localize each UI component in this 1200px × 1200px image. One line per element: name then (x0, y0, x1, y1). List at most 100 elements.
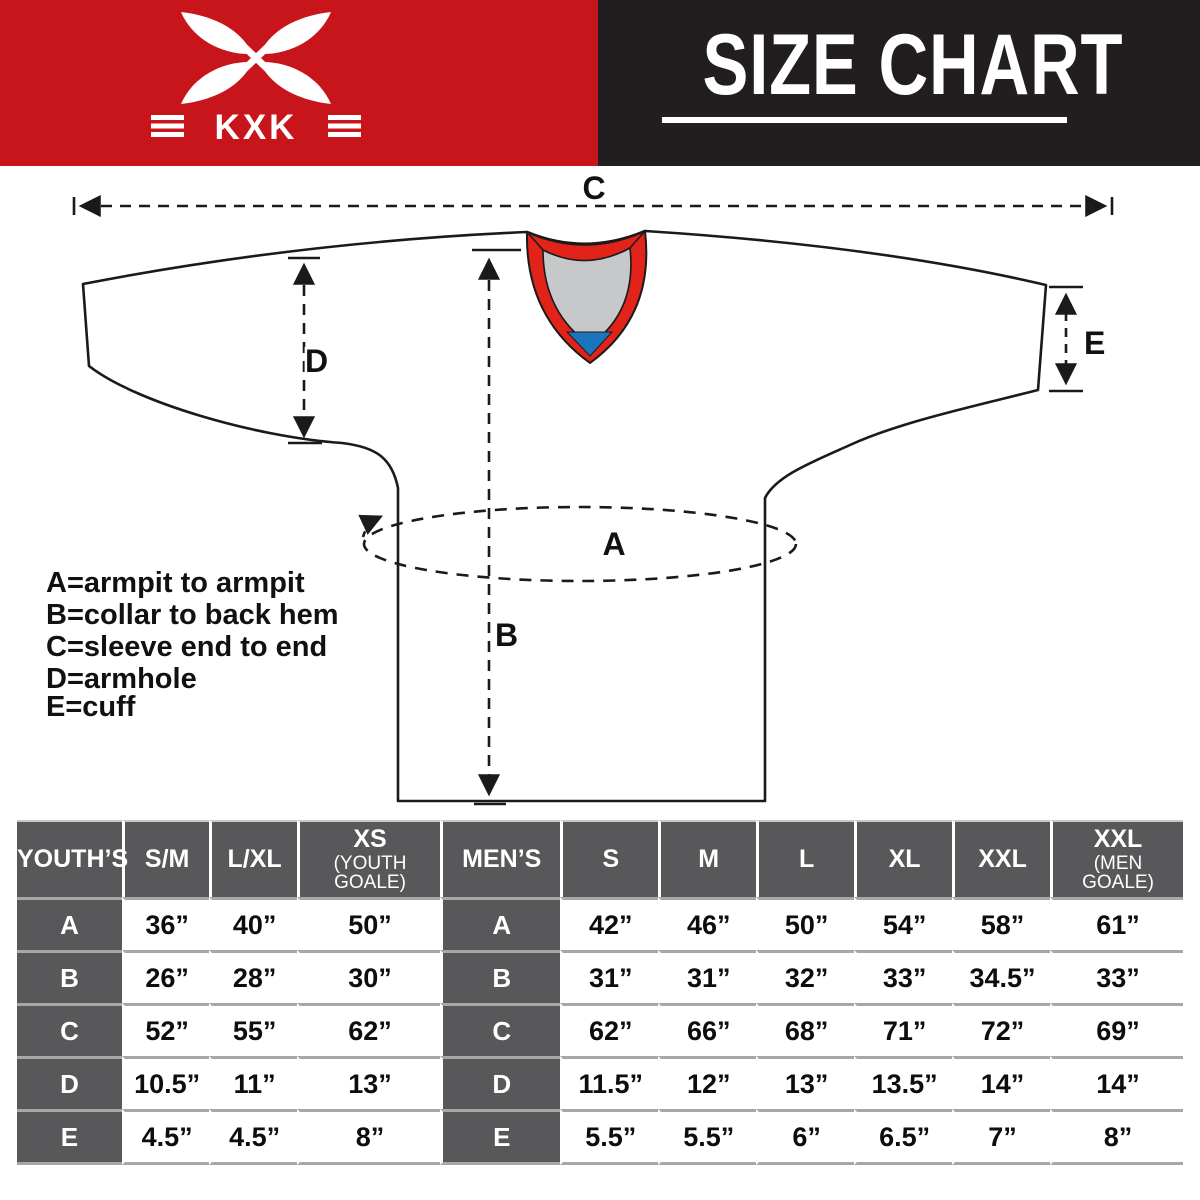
youth-row-label-E: E (17, 1109, 122, 1165)
men-row-label-D: D (440, 1056, 561, 1109)
men-value-A-1: 46” (658, 897, 757, 950)
men-value-D-5: 14” (1050, 1056, 1183, 1109)
men-value-E-5: 8” (1050, 1109, 1183, 1165)
col-header-youth-sm: S/M (121, 820, 210, 897)
size-table-container: YOUTH’S S/M L/XL XS (YOUTH GOALE) MEN’S S M L XL XX… (17, 820, 1183, 1165)
men-row-label-E: E (440, 1109, 561, 1165)
youth-row-label-B: B (17, 950, 122, 1003)
men-row-label-B: B (440, 950, 561, 1003)
dim-label-a: A (602, 526, 625, 562)
banner-brand-panel: KXK (0, 0, 598, 166)
kxk-logo-emblem (181, 12, 331, 104)
measurement-legend: A=armpit to armpit B=collar to back hem … (46, 567, 339, 723)
table-row-C: C 52” 55” 62” C 62” 66” 68” 71” 72” 69” (17, 1003, 1183, 1056)
men-value-D-4: 14” (952, 1056, 1050, 1109)
dim-label-c: C (582, 170, 605, 206)
dimension-d (288, 256, 322, 445)
men-value-D-1: 12” (658, 1056, 757, 1109)
col-header-youth-lxl: L/XL (209, 820, 297, 897)
youth-value-D-1: 11” (209, 1056, 297, 1109)
men-value-C-1: 66” (658, 1003, 757, 1056)
men-value-E-4: 7” (952, 1109, 1050, 1165)
collar-blue-insert (565, 331, 614, 357)
youth-value-B-0: 26” (121, 950, 210, 1003)
collar-seams (526, 230, 646, 251)
kxk-logo-equals-bars (151, 115, 361, 137)
col-header-men-xxl-goale: XXL (MEN GOALE) (1050, 820, 1183, 897)
col-header-men-s: S (560, 820, 659, 897)
men-row-label-C: C (440, 1003, 561, 1056)
dim-label-d: D (305, 343, 328, 379)
col-header-men-m: M (658, 820, 757, 897)
men-value-C-0: 62” (560, 1003, 659, 1056)
men-value-A-2: 50” (756, 897, 855, 950)
legend-line-b: B=collar to back hem (46, 599, 339, 631)
col-header-men-xl: XL (854, 820, 953, 897)
jersey-measurement-diagram: C D B E A A=armpit to armpit B=collar to… (46, 168, 1114, 806)
men-value-C-3: 71” (854, 1003, 953, 1056)
youth-row-label-C: C (17, 1003, 122, 1056)
youth-value-C-1: 55” (209, 1003, 297, 1056)
men-value-D-0: 11.5” (560, 1056, 659, 1109)
youth-row-label-D: D (17, 1056, 122, 1109)
men-value-B-3: 33” (854, 950, 953, 1003)
kxk-logo-text: KXK (215, 108, 298, 147)
men-value-A-3: 54” (854, 897, 953, 950)
legend-line-d: D=armhole (46, 663, 197, 695)
col-header-youth-label: YOUTH’S (17, 820, 128, 897)
kxk-logo: KXK (151, 12, 361, 147)
legend-line-a: A=armpit to armpit (46, 567, 305, 599)
top-banner: KXK SIZE CHART (0, 0, 1200, 166)
table-row-D: D 10.5” 11” 13” D 11.5” 12” 13” 13.5” 14” 14” (17, 1056, 1183, 1109)
table-row-B: B 26” 28” 30” B 31” 31” 32” 33” 34.5” 33” (17, 950, 1183, 1003)
men-value-A-4: 58” (952, 897, 1050, 950)
youth-value-E-2: 8” (296, 1109, 441, 1165)
table-row-E: E 4.5” 4.5” 8” E 5.5” 5.5” 6” 6.5” 7” 8” (17, 1109, 1183, 1165)
youth-value-C-0: 52” (121, 1003, 210, 1056)
youth-value-A-0: 36” (121, 897, 210, 950)
men-value-C-5: 69” (1050, 1003, 1183, 1056)
youth-value-B-2: 30” (296, 950, 441, 1003)
men-value-A-0: 42” (560, 897, 659, 950)
dimension-e (1049, 285, 1083, 393)
men-value-B-4: 34.5” (952, 950, 1050, 1003)
youth-value-B-1: 28” (209, 950, 297, 1003)
col-header-men-xxl: XXL (952, 820, 1050, 897)
dim-label-b: B (495, 617, 518, 653)
youth-value-E-1: 4.5” (209, 1109, 297, 1165)
col-header-men-label: MEN’S (440, 820, 561, 897)
men-value-E-2: 6” (756, 1109, 855, 1165)
banner-title-panel: SIZE CHART (598, 0, 1200, 166)
men-value-B-2: 32” (756, 950, 855, 1003)
size-table: YOUTH’S S/M L/XL XS (YOUTH GOALE) MEN’S S M L XL XX… (17, 820, 1183, 1165)
youth-value-E-0: 4.5” (121, 1109, 210, 1165)
youth-value-A-2: 50” (296, 897, 441, 950)
men-value-B-1: 31” (658, 950, 757, 1003)
men-value-C-2: 68” (756, 1003, 855, 1056)
men-value-D-2: 13” (756, 1056, 855, 1109)
youth-value-D-2: 13” (296, 1056, 441, 1109)
dimension-a (358, 505, 798, 583)
men-value-A-5: 61” (1050, 897, 1183, 950)
jersey-outline (81, 229, 1048, 803)
men-value-E-1: 5.5” (658, 1109, 757, 1165)
men-value-D-3: 13.5” (854, 1056, 953, 1109)
youth-value-D-0: 10.5” (121, 1056, 210, 1109)
youth-value-A-1: 40” (209, 897, 297, 950)
men-value-C-4: 72” (952, 1003, 1050, 1056)
dim-label-e: E (1084, 325, 1105, 361)
dimension-b (472, 248, 521, 806)
men-value-B-5: 33” (1050, 950, 1183, 1003)
legend-line-e: E=cuff (46, 691, 136, 723)
page-title: SIZE CHART (702, 17, 1124, 113)
col-header-youth-xs: XS (YOUTH GOALE) (296, 820, 441, 897)
men-value-E-0: 5.5” (560, 1109, 659, 1165)
youth-row-label-A: A (17, 897, 122, 950)
title-underline (662, 117, 1067, 123)
table-row-A: A 36” 40” 50” A 42” 46” 50” 54” 58” 61” (17, 897, 1183, 950)
dimension-c (72, 194, 1114, 218)
collar-inner-gray (542, 246, 632, 346)
men-row-label-A: A (440, 897, 561, 950)
col-header-men-l: L (756, 820, 855, 897)
